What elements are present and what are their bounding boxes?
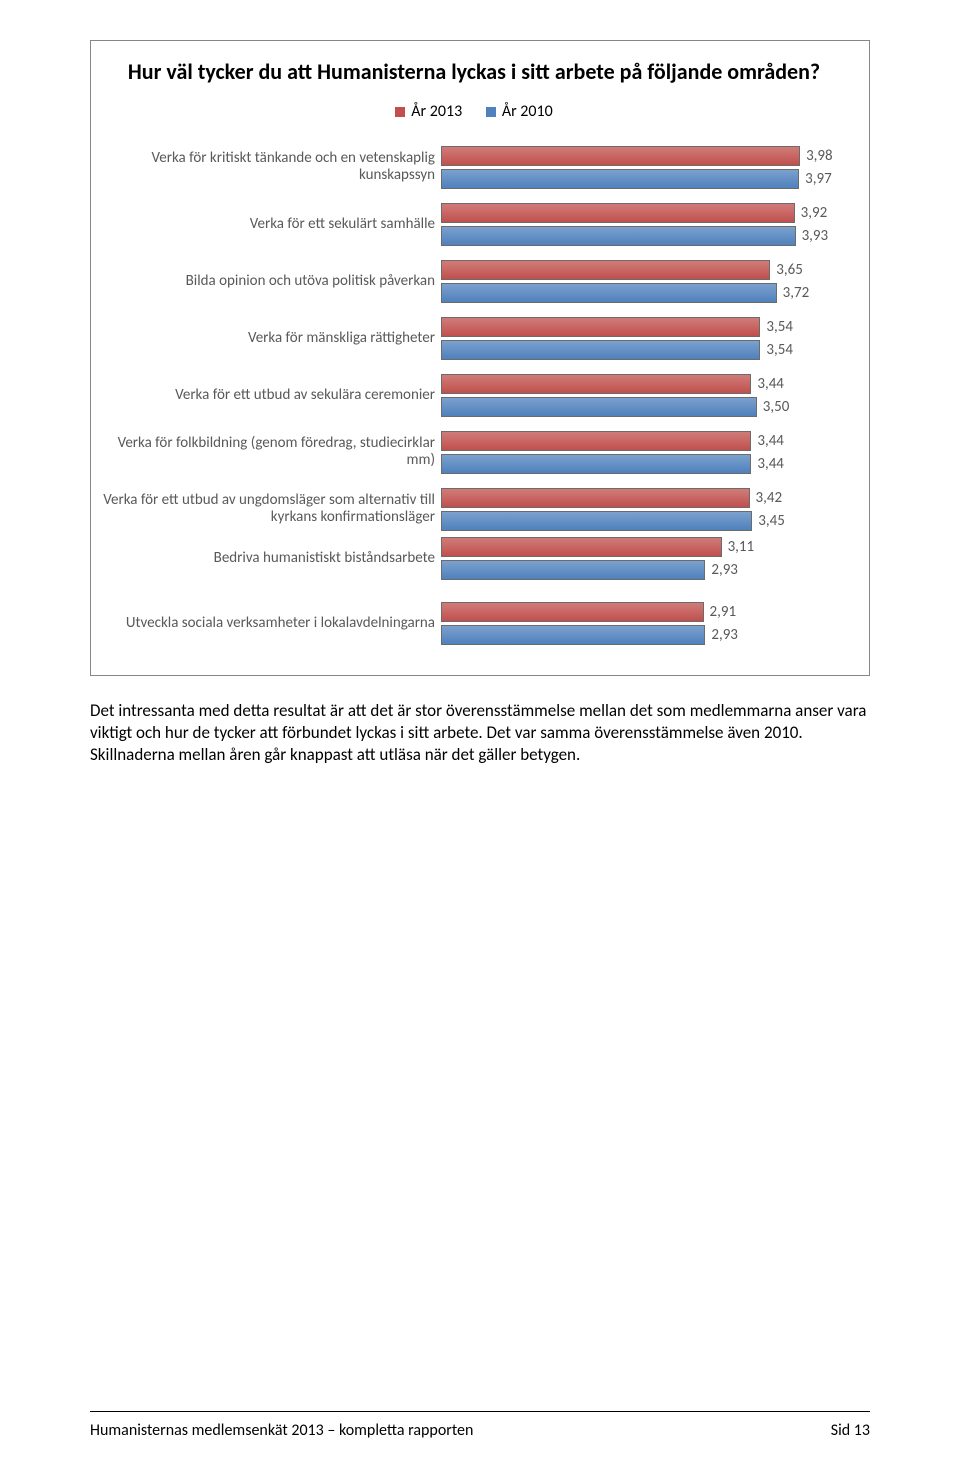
bar-pair: 3,42 3,45 bbox=[441, 486, 847, 533]
bar-2010 bbox=[441, 560, 705, 580]
bar-value-2013: 3,92 bbox=[801, 204, 828, 222]
bar-value-2013: 3,98 bbox=[806, 147, 833, 165]
legend-swatch-2013 bbox=[395, 107, 405, 117]
bar-category-label: Utveckla sociala verksamheter i lokalavd… bbox=[101, 615, 441, 632]
legend-swatch-2010 bbox=[486, 107, 496, 117]
bar-pair: 3,92 3,93 bbox=[441, 201, 847, 248]
bar-value-2010: 3,72 bbox=[783, 284, 810, 302]
bar-2013 bbox=[441, 203, 795, 223]
footer-right: Sid 13 bbox=[831, 1421, 870, 1440]
chart-area: Verka för kritiskt tänkande och en veten… bbox=[101, 144, 847, 647]
bar-value-2013: 3,65 bbox=[776, 261, 803, 279]
bar-2013 bbox=[441, 537, 722, 557]
bar-value-2010: 3,93 bbox=[802, 227, 829, 245]
bar-value-2010: 3,97 bbox=[805, 170, 832, 188]
chart-row: Verka för ett utbud av ungdomsläger som … bbox=[101, 486, 847, 533]
bar-category-label: Bilda opinion och utöva politisk påverka… bbox=[101, 273, 441, 290]
footer-rule bbox=[90, 1411, 870, 1412]
bar-2010 bbox=[441, 397, 757, 417]
footer-left: Humanisternas medlemsenkät 2013 – komple… bbox=[90, 1421, 473, 1440]
bar-value-2010: 3,44 bbox=[757, 455, 784, 473]
bar-category-label: Verka för ett utbud av ungdomsläger som … bbox=[101, 492, 441, 527]
bar-value-2013: 3,54 bbox=[766, 318, 793, 336]
bar-2010 bbox=[441, 511, 752, 531]
bar-2013 bbox=[441, 602, 704, 622]
page-footer: Humanisternas medlemsenkät 2013 – komple… bbox=[90, 1421, 870, 1440]
bar-2013 bbox=[441, 431, 751, 451]
bar-2013 bbox=[441, 146, 800, 166]
bar-2013 bbox=[441, 317, 760, 337]
bar-2010 bbox=[441, 283, 777, 303]
bar-value-2013: 2,91 bbox=[710, 603, 737, 621]
bar-2010 bbox=[441, 625, 705, 645]
bar-category-label: Verka för folkbildning (genom föredrag, … bbox=[101, 435, 441, 470]
legend-label-2013: År 2013 bbox=[411, 102, 462, 121]
bar-2010 bbox=[441, 340, 760, 360]
bar-2010 bbox=[441, 226, 796, 246]
bar-2013 bbox=[441, 260, 770, 280]
bar-category-label: Verka för mänskliga rättigheter bbox=[101, 330, 441, 347]
chart-row: Verka för mänskliga rättigheter 3,54 3,54 bbox=[101, 315, 847, 362]
bar-category-label: Bedriva humanistiskt biståndsarbete bbox=[101, 550, 441, 567]
chart-row: Verka för ett sekulärt samhälle 3,92 3,93 bbox=[101, 201, 847, 248]
bar-pair: 3,44 3,44 bbox=[441, 429, 847, 476]
chart-row: Verka för folkbildning (genom föredrag, … bbox=[101, 429, 847, 476]
chart-row: Utveckla sociala verksamheter i lokalavd… bbox=[101, 600, 847, 647]
bar-pair: 3,54 3,54 bbox=[441, 315, 847, 362]
bar-value-2013: 3,44 bbox=[757, 375, 784, 393]
bar-value-2013: 3,42 bbox=[756, 489, 783, 507]
bar-pair: 3,44 3,50 bbox=[441, 372, 847, 419]
bar-2010 bbox=[441, 454, 751, 474]
bar-2013 bbox=[441, 374, 751, 394]
bar-value-2010: 3,45 bbox=[758, 512, 785, 530]
bar-category-label: Verka för kritiskt tänkande och en veten… bbox=[101, 150, 441, 185]
legend-item-2010: År 2010 bbox=[486, 102, 553, 121]
legend-label-2010: År 2010 bbox=[502, 102, 553, 121]
bar-value-2010: 3,50 bbox=[763, 398, 790, 416]
bar-category-label: Verka för ett utbud av sekulära ceremoni… bbox=[101, 387, 441, 404]
bar-pair: 3,98 3,97 bbox=[441, 144, 847, 191]
chart-row: Bilda opinion och utöva politisk påverka… bbox=[101, 258, 847, 305]
bar-value-2013: 3,44 bbox=[757, 432, 784, 450]
legend-item-2013: År 2013 bbox=[395, 102, 462, 121]
chart-legend: År 2013 År 2010 bbox=[101, 102, 847, 122]
bar-category-label: Verka för ett sekulärt samhälle bbox=[101, 216, 441, 233]
chart-row: Verka för ett utbud av sekulära ceremoni… bbox=[101, 372, 847, 419]
bar-pair: 2,91 2,93 bbox=[441, 600, 847, 647]
bar-value-2010: 2,93 bbox=[711, 561, 738, 579]
body-paragraph: Det intressanta med detta resultat är at… bbox=[90, 700, 870, 766]
chart-container: Hur väl tycker du att Humanisterna lycka… bbox=[90, 40, 870, 676]
bar-pair: 3,65 3,72 bbox=[441, 258, 847, 305]
bar-2010 bbox=[441, 169, 799, 189]
bar-value-2013: 3,11 bbox=[728, 538, 755, 556]
bar-pair: 3,11 2,93 bbox=[441, 535, 847, 582]
bar-2013 bbox=[441, 488, 750, 508]
bar-value-2010: 2,93 bbox=[711, 626, 738, 644]
chart-row: Verka för kritiskt tänkande och en veten… bbox=[101, 144, 847, 191]
chart-title: Hur väl tycker du att Humanisterna lycka… bbox=[101, 59, 847, 84]
chart-row: Bedriva humanistiskt biståndsarbete 3,11 2… bbox=[101, 535, 847, 582]
bar-value-2010: 3,54 bbox=[766, 341, 793, 359]
